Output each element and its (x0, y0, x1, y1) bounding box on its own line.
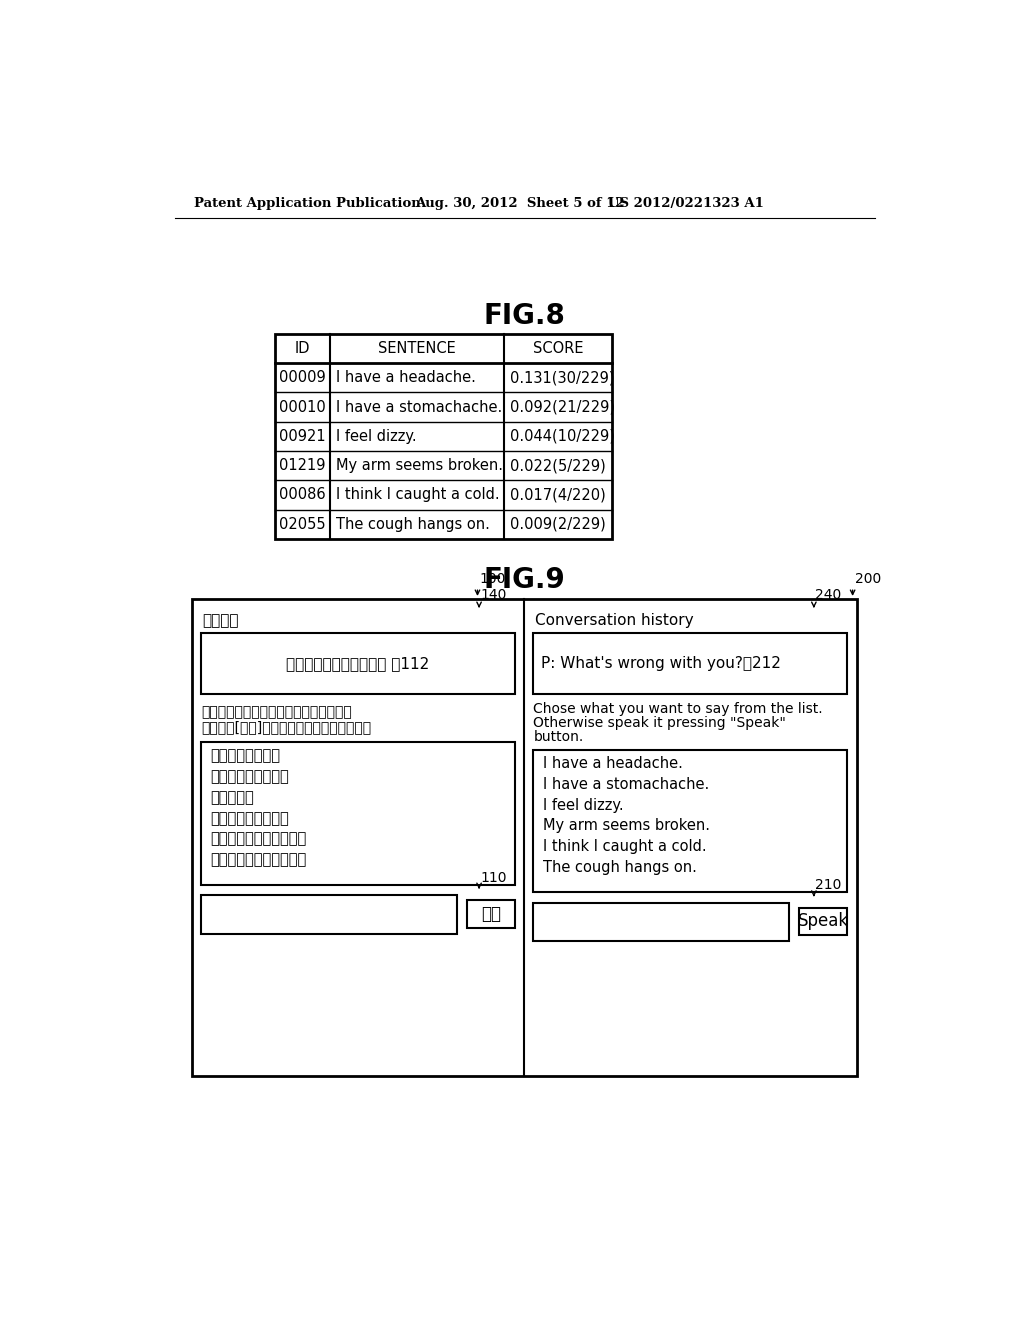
Text: Patent Application Publication: Patent Application Publication (194, 197, 421, 210)
Text: 顔色が悪いですね: 顔色が悪いですね (210, 748, 281, 763)
Text: SENTENCE: SENTENCE (378, 341, 456, 356)
Bar (201, 632, 515, 694)
Text: My arm seems broken.: My arm seems broken. (336, 458, 503, 473)
Bar (201, 895, 457, 933)
Text: I think I caught a cold.: I think I caught a cold. (336, 487, 500, 503)
Text: 0.009(2/229): 0.009(2/229) (510, 516, 606, 532)
Text: 02055: 02055 (280, 516, 326, 532)
Bar (534, 750, 847, 892)
Text: 01219: 01219 (280, 458, 326, 473)
Bar (534, 632, 847, 694)
Text: 0.044(10/229): 0.044(10/229) (510, 429, 615, 444)
Bar (799, 908, 847, 936)
Text: FIG.9: FIG.9 (484, 566, 565, 594)
Text: 0.092(21/229): 0.092(21/229) (510, 400, 615, 414)
Text: SCORE: SCORE (532, 341, 584, 356)
Text: I have a headache.: I have a headache. (336, 371, 475, 385)
Bar (201, 742, 515, 884)
Text: My arm seems broken.: My arm seems broken. (543, 818, 710, 833)
Text: The cough hangs on.: The cough hangs on. (543, 861, 696, 875)
Bar (467, 900, 515, 928)
Text: 言いたいことを下記から選択して下さい: 言いたいことを下記から選択して下さい (201, 705, 351, 719)
Text: 今日が初めてですか: 今日が初めてですか (210, 770, 289, 784)
Bar (275, 334, 612, 539)
Text: 上着を脱いで下さい: 上着を脱いで下さい (210, 810, 289, 826)
Text: Chose what you want to say from the list.: Chose what you want to say from the list… (534, 702, 823, 715)
Text: 0.131(30/229): 0.131(30/229) (510, 371, 614, 385)
Text: The cough hangs on.: The cough hangs on. (336, 516, 489, 532)
Text: FIG.8: FIG.8 (484, 302, 565, 330)
Text: ID: ID (295, 341, 310, 356)
Text: I feel dizzy.: I feel dizzy. (336, 429, 417, 444)
Text: 00009: 00009 (279, 371, 326, 385)
Text: なければ[発話]ボタンを押して言って下さい: なければ[発話]ボタンを押して言って下さい (201, 721, 371, 734)
Text: Aug. 30, 2012  Sheet 5 of 12: Aug. 30, 2012 Sheet 5 of 12 (415, 197, 625, 210)
Text: 0.017(4/220): 0.017(4/220) (510, 487, 606, 503)
Text: US 2012/0221323 A1: US 2012/0221323 A1 (608, 197, 764, 210)
Text: 200: 200 (855, 572, 882, 586)
Text: 110: 110 (480, 870, 507, 884)
Text: 発話: 発話 (480, 904, 501, 923)
Text: I have a stomachache.: I have a stomachache. (336, 400, 502, 414)
Text: 対話履歴: 対話履歴 (203, 612, 239, 628)
Text: 貴方：どうかしましたか ～112: 貴方：どうかしましたか ～112 (286, 656, 429, 671)
Text: 大きく息を吸って下さい: 大きく息を吸って下さい (210, 832, 306, 846)
Bar (191, 599, 856, 1076)
Text: このベッドに寝て下さい: このベッドに寝て下さい (210, 853, 306, 867)
Text: Speak: Speak (798, 912, 849, 931)
Text: Otherwise speak it pressing "Speak": Otherwise speak it pressing "Speak" (534, 715, 786, 730)
Text: Conversation history: Conversation history (535, 612, 693, 628)
Text: 100: 100 (480, 572, 506, 586)
Text: 140: 140 (480, 587, 507, 602)
Text: I think I caught a cold.: I think I caught a cold. (543, 840, 707, 854)
Text: 210: 210 (815, 878, 842, 892)
Text: I feel dizzy.: I feel dizzy. (543, 797, 624, 813)
Text: button.: button. (534, 730, 584, 743)
Text: 00921: 00921 (280, 429, 326, 444)
Bar (534, 903, 790, 941)
Text: 240: 240 (815, 587, 842, 602)
Text: 00010: 00010 (279, 400, 326, 414)
Text: I have a headache.: I have a headache. (543, 756, 683, 771)
Text: P: What's wrong with you?～212: P: What's wrong with you?～212 (541, 656, 781, 671)
Text: 00086: 00086 (280, 487, 326, 503)
Text: こんにちは: こんにちは (210, 789, 254, 805)
Text: 0.022(5/229): 0.022(5/229) (510, 458, 606, 473)
Text: I have a stomachache.: I have a stomachache. (543, 777, 709, 792)
